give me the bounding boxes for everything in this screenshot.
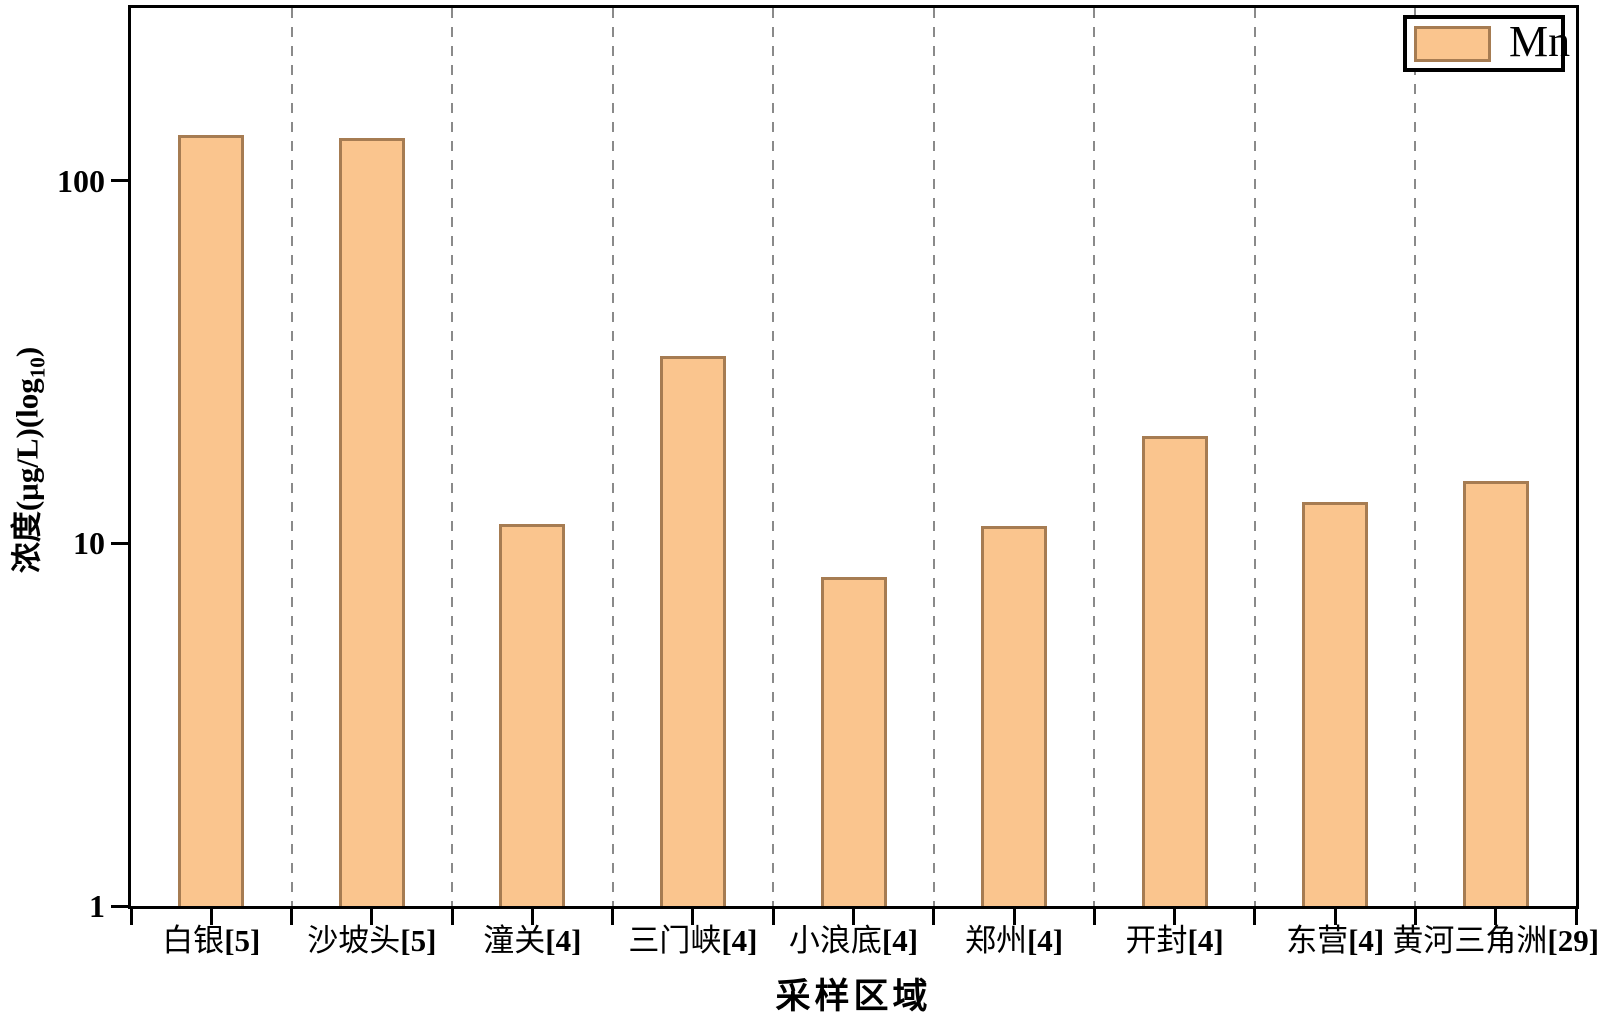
- bar-小浪底: [820, 577, 887, 906]
- x-tick-3: [370, 908, 374, 925]
- category-sample-count: [4]: [1026, 923, 1064, 958]
- legend-label-mn: Mn: [1509, 16, 1571, 66]
- y-tick-label-1: 1: [89, 888, 105, 924]
- x-tick-10: [932, 908, 936, 925]
- gridline-boundary-2: [451, 8, 454, 906]
- bar-沙坡头: [338, 138, 405, 906]
- x-tick-label-郑州: 郑州[4]: [814, 922, 1214, 960]
- category-sample-count: [4]: [1187, 923, 1224, 958]
- x-tick-16: [1413, 908, 1417, 925]
- x-tick-11: [1012, 908, 1016, 925]
- x-tick-5: [530, 908, 534, 925]
- x-tick-18: [1574, 908, 1578, 925]
- y-tick-10: [111, 541, 128, 545]
- x-tick-13: [1173, 908, 1177, 925]
- x-tick-label-三门峡: 三门峡[4]: [493, 922, 893, 960]
- x-tick-6: [611, 908, 615, 925]
- x-tick-9: [852, 908, 855, 925]
- x-tick-15: [1333, 908, 1337, 925]
- bar-白银: [178, 135, 245, 906]
- category-city: 东营: [1286, 923, 1349, 958]
- y-tick-1: [111, 904, 128, 908]
- category-sample-count: [4]: [721, 923, 758, 958]
- category-city: 小浪底: [788, 923, 882, 958]
- category-sample-count: [5]: [400, 923, 437, 958]
- category-city: 潼关: [483, 923, 546, 958]
- x-tick-12: [1092, 908, 1096, 925]
- x-tick-label-沙坡头: 沙坡头[5]: [172, 922, 572, 960]
- category-city: 沙坡头: [307, 923, 401, 958]
- x-tick-label-潼关: 潼关[4]: [332, 922, 732, 960]
- bar-郑州: [981, 526, 1048, 906]
- gridline-boundary-1: [290, 8, 293, 906]
- category-city: 黄河三角洲: [1392, 923, 1548, 958]
- category-sample-count: [4]: [545, 923, 582, 958]
- category-city: 白银: [162, 923, 225, 958]
- gridline-boundary-7: [1253, 8, 1256, 906]
- x-tick-7: [691, 908, 695, 925]
- category-city: 开封: [1125, 923, 1188, 958]
- x-tick-4: [450, 908, 454, 925]
- y-tick-label-10: 10: [73, 525, 105, 562]
- category-city: 郑州: [964, 923, 1027, 958]
- gridline-boundary-6: [1093, 8, 1096, 906]
- x-tick-label-小浪底: 小浪底[4]: [654, 922, 1054, 960]
- x-tick-1: [209, 908, 213, 925]
- bar-潼关: [499, 524, 566, 906]
- category-sample-count: [4]: [881, 923, 919, 958]
- x-tick-0: [129, 908, 133, 925]
- x-tick-8: [771, 908, 775, 925]
- legend-swatch-mn: [1414, 25, 1491, 62]
- y-tick-100: [111, 179, 128, 183]
- category-sample-count: [5]: [224, 923, 261, 958]
- gridline-boundary-3: [611, 8, 614, 906]
- plot-area: Mn: [128, 5, 1579, 909]
- gridline-boundary-8: [1414, 8, 1417, 906]
- gridline-boundary-4: [772, 8, 775, 906]
- x-axis-title: 采样区域: [775, 977, 932, 1016]
- x-tick-label-黄河三角洲: 黄河三角洲[29]: [1296, 922, 1599, 960]
- bar-开封: [1141, 436, 1208, 906]
- x-tick-label-白银: 白银[5]: [11, 922, 411, 960]
- bar-黄河三角洲: [1462, 481, 1529, 906]
- category-sample-count: [4]: [1348, 923, 1385, 958]
- x-tick-17: [1494, 908, 1498, 925]
- category-sample-count: [29]: [1547, 923, 1599, 958]
- category-city: 三门峡: [628, 923, 722, 958]
- x-tick-label-东营: 东营[4]: [1135, 922, 1535, 960]
- gridline-boundary-5: [932, 8, 935, 906]
- legend: Mn: [1403, 15, 1570, 72]
- x-tick-14: [1253, 908, 1257, 925]
- y-tick-label-100: 100: [57, 162, 105, 199]
- bar-三门峡: [659, 356, 726, 906]
- bar-东营: [1302, 502, 1369, 906]
- x-tick-2: [290, 908, 294, 925]
- x-tick-label-开封: 开封[4]: [975, 922, 1375, 960]
